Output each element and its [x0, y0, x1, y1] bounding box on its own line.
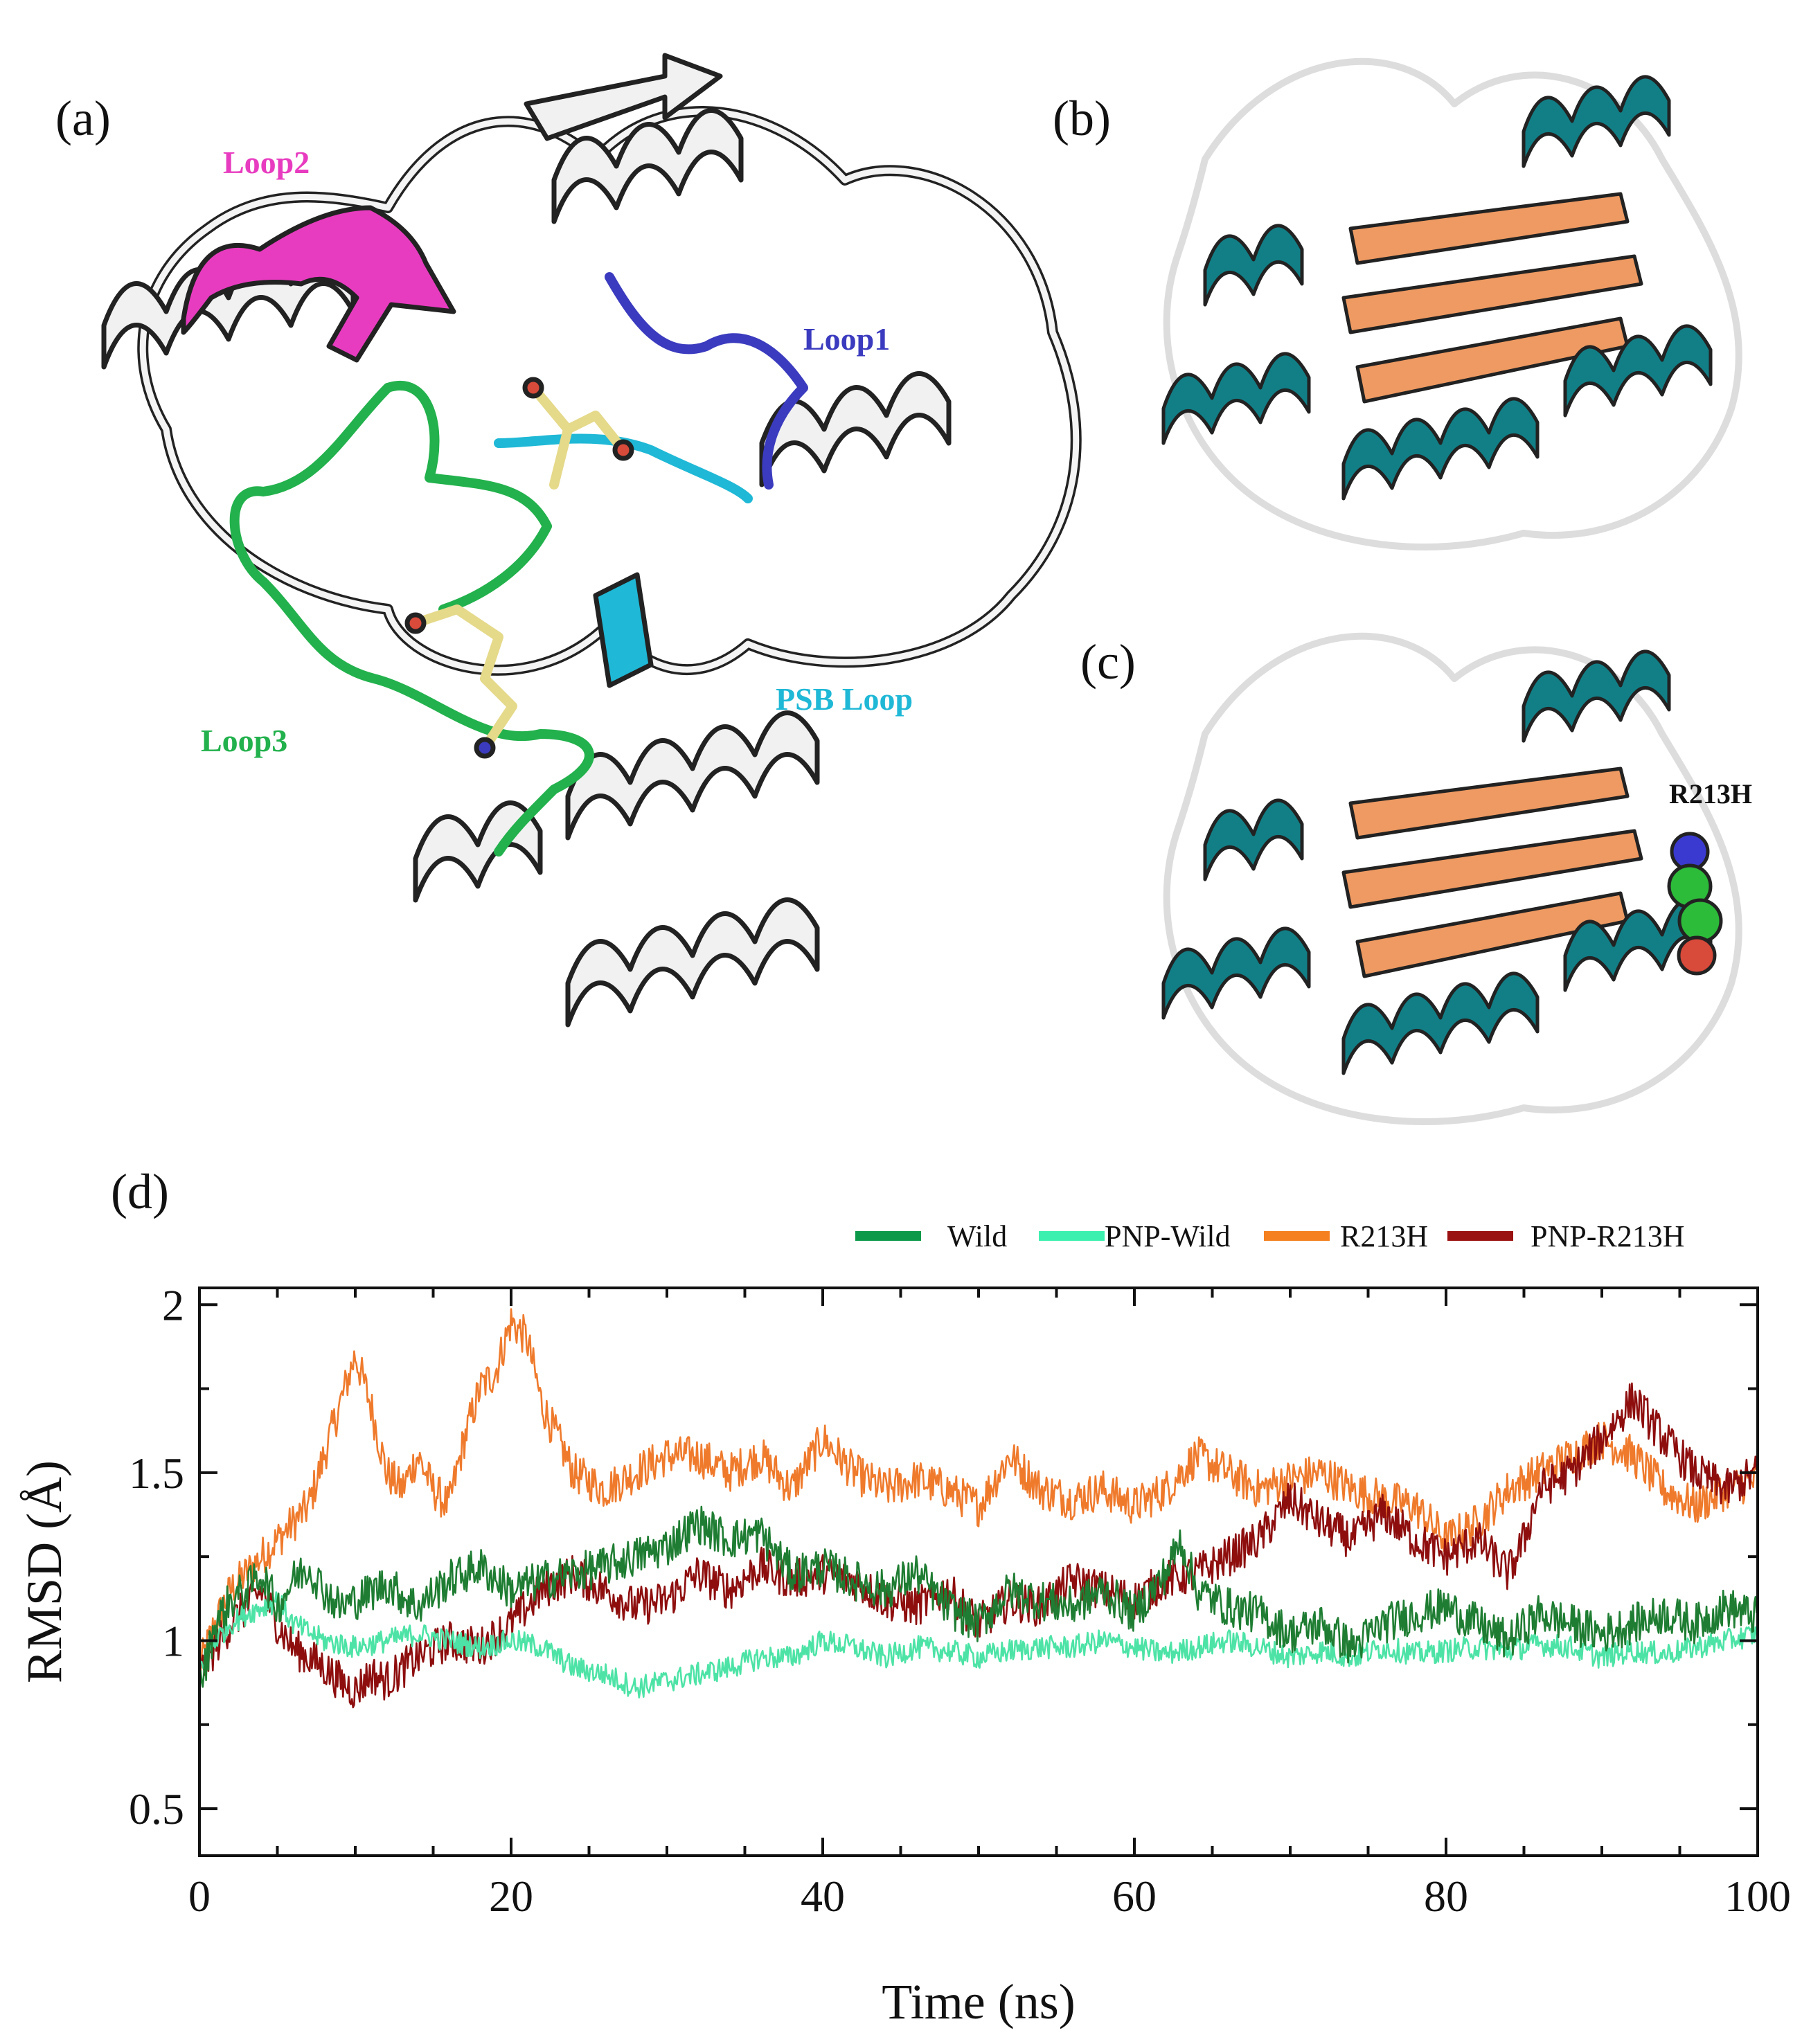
loop1-trace — [605, 272, 808, 490]
coil-backbone-inner — [139, 108, 1080, 674]
x-tick-label: 80 — [1424, 1872, 1468, 1921]
panel-b-letter: (b) — [1053, 91, 1111, 146]
psb-loop-label: PSB Loop — [776, 681, 913, 717]
panel-a-letter: (a) — [55, 91, 111, 146]
panel-a: (a) — [55, 53, 1082, 1028]
panel-c-helix-3 — [1522, 649, 1671, 743]
x-axis-title: Time (ns) — [882, 1974, 1075, 2029]
legend-label-r213h: R213H — [1340, 1219, 1428, 1253]
loop3-trace-2 — [383, 381, 552, 614]
psb-strand — [593, 572, 654, 688]
panel-c-letter: (c) — [1080, 634, 1136, 690]
panel-b-structure — [1161, 57, 1742, 550]
legend-label-pnp-r213h: PNP-R213H — [1531, 1219, 1685, 1253]
panel-c-strand-1 — [1348, 766, 1630, 840]
loop3-trace — [229, 383, 594, 857]
legend-label-wild: Wild — [947, 1219, 1007, 1253]
panel-c-strand-2 — [1341, 829, 1643, 909]
panel-b-helix-4 — [1563, 324, 1713, 418]
panel-b-helix-1 — [1161, 352, 1311, 445]
legend-label-pnp-wild: PNP-Wild — [1105, 1219, 1231, 1253]
axis-ticks — [198, 1288, 1759, 1856]
psb-loop-trace — [494, 433, 753, 503]
panel-c-helix-1 — [1161, 926, 1311, 1020]
helix-bottom-2 — [565, 897, 820, 1028]
loop1-label: Loop1 — [803, 321, 890, 357]
x-tick-label: 100 — [1724, 1872, 1791, 1921]
helix-lower-left — [413, 800, 543, 903]
r213h-sphere-c2 — [1677, 898, 1723, 944]
y-tick-label: 0.5 — [129, 1784, 184, 1834]
panel-c-helix-2 — [1341, 971, 1540, 1075]
loop3-label: Loop3 — [201, 723, 287, 758]
panel-b-helix-5 — [1203, 224, 1304, 307]
x-tick-label: 20 — [489, 1872, 533, 1921]
x-tick-label: 40 — [801, 1872, 845, 1921]
ligand-nitrogen — [474, 737, 496, 759]
x-tick-label: 0 — [188, 1872, 211, 1921]
helix-bottom-1 — [565, 710, 820, 841]
ligand-oxygen-2 — [612, 439, 634, 461]
panel-c-helix-5 — [1203, 798, 1304, 881]
y-tick-label: 1.5 — [129, 1449, 184, 1498]
plot-frame — [198, 1287, 1759, 1857]
loop2-label: Loop2 — [223, 145, 310, 180]
loop2-trace — [181, 205, 456, 363]
y-tick-label: 1 — [162, 1616, 184, 1665]
panel-d-letter: (d) — [111, 1164, 169, 1219]
panel-b-helix-2 — [1341, 397, 1540, 501]
panel-d: (d) Wild PNP-Wild R213H PNP-R213H 0 20 40 60 80… — [17, 1164, 1791, 2029]
panel-c: (c) R213H — [1080, 632, 1752, 1125]
helix-top — [551, 108, 744, 224]
panel-c-coil — [1163, 632, 1742, 1125]
ligand-oxygen-3 — [404, 612, 427, 634]
ligand-oxygen-1 — [522, 377, 544, 399]
series-line-wild — [198, 1505, 1759, 1706]
strand-top — [524, 53, 723, 141]
panel-b-strand-2 — [1341, 254, 1643, 334]
panel-b-strand-1 — [1348, 192, 1630, 265]
y-axis-title: RMSD (Å) — [17, 1460, 72, 1683]
plot-lines — [198, 1308, 1759, 1709]
y-tick-label: 2 — [162, 1280, 184, 1329]
panel-a-structure — [101, 53, 1082, 1028]
x-tick-label: 60 — [1112, 1872, 1157, 1921]
series-line-r213h — [198, 1308, 1758, 1674]
panel-c-structure — [1161, 632, 1742, 1125]
ligand-sticks — [411, 383, 628, 753]
panel-b-helix-3 — [1522, 75, 1671, 168]
legend: Wild PNP-Wild R213H PNP-R213H — [855, 1219, 1685, 1253]
panel-b: (b) — [1053, 57, 1742, 550]
helix-right — [759, 371, 952, 487]
r213h-label: R213H — [1669, 778, 1752, 809]
panel-b-coil — [1163, 57, 1742, 550]
r213h-sphere-o — [1677, 935, 1717, 976]
axis-tick-labels: 0 20 40 60 80 100 0.5 1 1.5 2 — [129, 1280, 1791, 1921]
